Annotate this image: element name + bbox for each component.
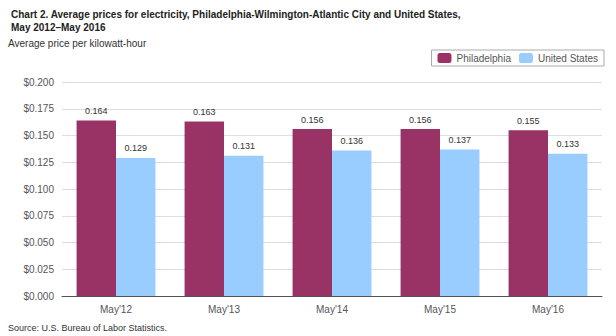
svg-text:May'14: May'14: [316, 304, 348, 315]
svg-text:May'16: May'16: [532, 304, 564, 315]
svg-text:$0.075: $0.075: [23, 210, 54, 221]
svg-text:0.136: 0.136: [340, 136, 363, 146]
svg-text:$0.050: $0.050: [23, 237, 54, 248]
svg-text:Chart 2. Average prices for el: Chart 2. Average prices for electricity,…: [11, 9, 461, 20]
svg-text:$0.150: $0.150: [23, 130, 54, 141]
svg-text:0.163: 0.163: [193, 107, 216, 117]
svg-text:May'13: May'13: [208, 304, 240, 315]
svg-text:$0.175: $0.175: [23, 103, 54, 114]
svg-text:$0.125: $0.125: [23, 157, 54, 168]
svg-text:$0.000: $0.000: [23, 291, 54, 302]
svg-text:Philadelphia: Philadelphia: [456, 53, 511, 64]
svg-text:0.133: 0.133: [556, 139, 579, 149]
svg-text:0.156: 0.156: [301, 115, 324, 125]
svg-text:May'12: May'12: [100, 304, 132, 315]
svg-text:May 2012–May 2016: May 2012–May 2016: [11, 22, 106, 33]
svg-text:$0.100: $0.100: [23, 184, 54, 195]
svg-text:$0.200: $0.200: [23, 77, 54, 88]
svg-text:$0.025: $0.025: [23, 264, 54, 275]
svg-text:0.137: 0.137: [448, 135, 471, 145]
svg-text:0.155: 0.155: [517, 116, 540, 126]
svg-text:Source: U.S. Bureau of Labor S: Source: U.S. Bureau of Labor Statistics.: [8, 323, 167, 333]
svg-text:Average price per kilowatt-hou: Average price per kilowatt-hour: [8, 38, 147, 49]
svg-text:May'15: May'15: [424, 304, 456, 315]
svg-text:0.129: 0.129: [124, 143, 147, 153]
svg-text:0.164: 0.164: [85, 106, 108, 116]
svg-text:United States: United States: [538, 53, 598, 64]
svg-text:0.131: 0.131: [232, 141, 255, 151]
svg-text:0.156: 0.156: [409, 115, 432, 125]
